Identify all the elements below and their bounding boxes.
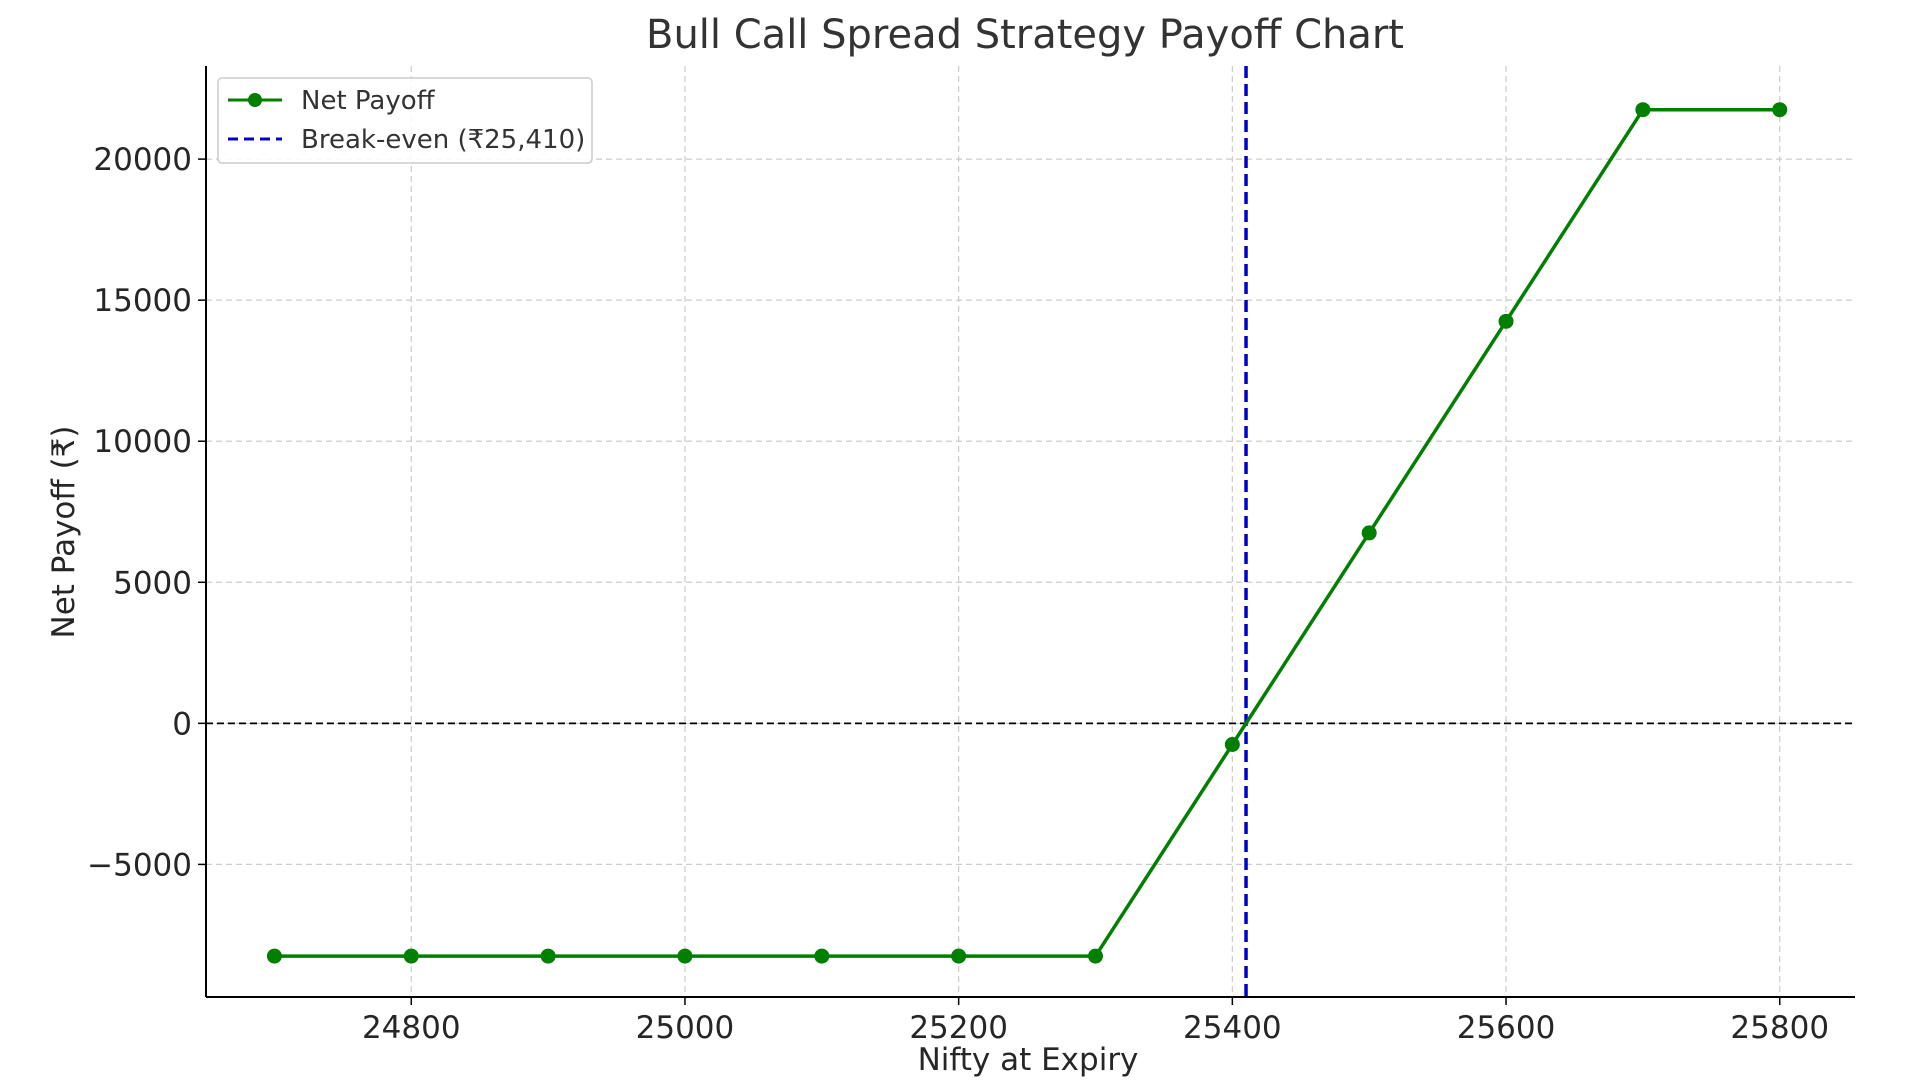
- legend-net-payoff-label: Net Payoff: [301, 86, 436, 116]
- grid: [206, 66, 1855, 997]
- legend-break-even-label: Break-even (₹25,410): [301, 125, 585, 155]
- data-point: [1088, 948, 1104, 964]
- data-point: [1635, 102, 1651, 118]
- x-tick-label: 25200: [909, 1010, 1008, 1046]
- x-tick-label: 25800: [1730, 1010, 1829, 1046]
- y-tick-label: 5000: [113, 565, 192, 601]
- net-payoff-line: [274, 107, 1780, 958]
- x-tick-label: 25400: [1183, 1010, 1282, 1046]
- x-axis-title: Nifty at Expiry: [918, 1042, 1139, 1078]
- data-point: [540, 948, 556, 964]
- legend-box: [217, 77, 593, 164]
- data-point: [1498, 313, 1514, 329]
- reference-lines: [206, 66, 1855, 997]
- y-tick-label: 0: [172, 706, 192, 742]
- data-point: [814, 948, 830, 964]
- data-point: [1772, 102, 1788, 118]
- data-point: [951, 948, 967, 964]
- data-point: [1224, 737, 1240, 753]
- x-tick-label: 24800: [362, 1010, 461, 1046]
- data-point: [677, 948, 693, 964]
- y-tick-label: −5000: [87, 847, 192, 883]
- data-point: [266, 948, 282, 964]
- x-tick-label: 25600: [1457, 1010, 1556, 1046]
- x-tick-label: 25000: [636, 1010, 735, 1046]
- legend: Net Payoff Break-even (₹25,410): [217, 77, 593, 164]
- y-tick-label: 10000: [93, 424, 192, 460]
- y-tick-label: 15000: [93, 283, 192, 319]
- y-axis-title: Net Payoff (₹): [46, 425, 82, 638]
- chart-title: Bull Call Spread Strategy Payoff Chart: [646, 12, 1404, 58]
- ticks: 24800 25000 25200 25400 25600 25800 −5000 0 5000…: [87, 142, 1829, 1046]
- axes: [205, 66, 1855, 998]
- data-point: [403, 948, 419, 964]
- y-tick-label: 20000: [93, 142, 192, 178]
- series-layer: [266, 102, 1788, 964]
- data-point: [1361, 525, 1377, 541]
- legend-net-payoff-marker: [248, 93, 262, 107]
